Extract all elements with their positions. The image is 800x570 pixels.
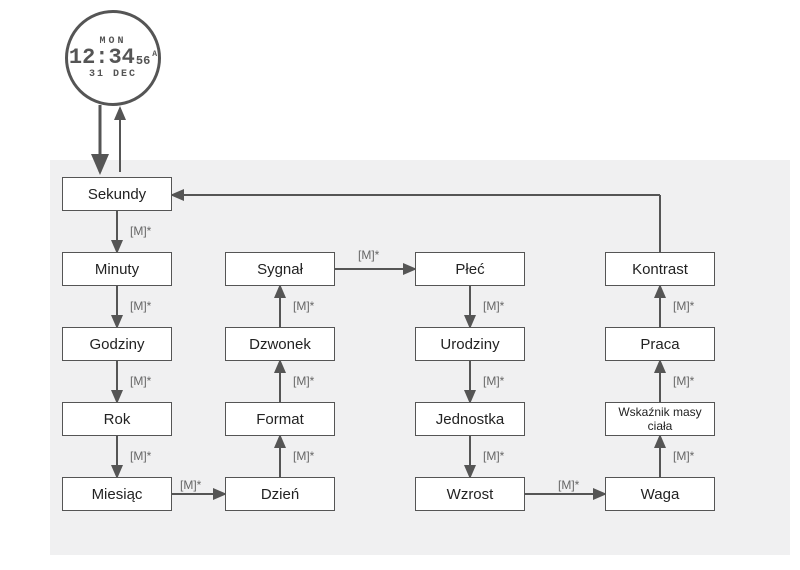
watch-ampm: A <box>152 51 157 59</box>
node-sekundy: Sekundy <box>62 177 172 211</box>
edge-label: [M]* <box>293 374 314 388</box>
edge-label: [M]* <box>673 449 694 463</box>
edge-label: [M]* <box>483 374 504 388</box>
node-plec: Płeć <box>415 252 525 286</box>
node-label: Urodziny <box>440 336 499 353</box>
node-wzrost: Wzrost <box>415 477 525 511</box>
node-dzwonek: Dzwonek <box>225 327 335 361</box>
edge-label: [M]* <box>180 478 201 492</box>
watch-icon: MON 12:34 56 A 31 DEC <box>65 10 161 106</box>
edge-label: [M]* <box>130 299 151 313</box>
node-label: Płeć <box>455 261 484 278</box>
flowchart-stage: MON 12:34 56 A 31 DEC Sekundy Minuty God… <box>0 0 800 570</box>
node-label: Praca <box>640 336 679 353</box>
node-label: Dzwonek <box>249 336 311 353</box>
edge-label: [M]* <box>483 449 504 463</box>
node-sygnal: Sygnał <box>225 252 335 286</box>
node-label: Godziny <box>89 336 144 353</box>
node-rok: Rok <box>62 402 172 436</box>
node-format: Format <box>225 402 335 436</box>
watch-time: 12:34 56 A <box>69 47 157 69</box>
node-label: Miesiąc <box>92 486 143 503</box>
edge-label: [M]* <box>358 248 379 262</box>
edge-label: [M]* <box>558 478 579 492</box>
node-praca: Praca <box>605 327 715 361</box>
node-dzien: Dzień <box>225 477 335 511</box>
watch-date: 31 DEC <box>89 69 137 80</box>
edge-label: [M]* <box>130 449 151 463</box>
edge-label: [M]* <box>293 449 314 463</box>
edge-label: [M]* <box>483 299 504 313</box>
node-label: Rok <box>104 411 131 428</box>
node-bmi: Wskaźnik masy ciała <box>605 402 715 436</box>
edge-label: [M]* <box>673 374 694 388</box>
node-label: Wskaźnik masy ciała <box>606 405 714 433</box>
node-godziny: Godziny <box>62 327 172 361</box>
node-label: Waga <box>641 486 680 503</box>
node-label: Kontrast <box>632 261 688 278</box>
node-miesiac: Miesiąc <box>62 477 172 511</box>
node-kontrast: Kontrast <box>605 252 715 286</box>
edge-label: [M]* <box>130 224 151 238</box>
edge-label: [M]* <box>130 374 151 388</box>
node-label: Jednostka <box>436 411 504 428</box>
node-label: Sekundy <box>88 186 146 203</box>
edge-label: [M]* <box>293 299 314 313</box>
node-waga: Waga <box>605 477 715 511</box>
node-label: Dzień <box>261 486 299 503</box>
edge-label: [M]* <box>673 299 694 313</box>
node-label: Format <box>256 411 304 428</box>
watch-seconds: 56 <box>136 55 150 67</box>
node-jednostka: Jednostka <box>415 402 525 436</box>
watch-time-main: 12:34 <box>69 47 135 69</box>
node-urodziny: Urodziny <box>415 327 525 361</box>
node-label: Sygnał <box>257 261 303 278</box>
node-label: Minuty <box>95 261 139 278</box>
node-label: Wzrost <box>447 486 494 503</box>
node-minuty: Minuty <box>62 252 172 286</box>
